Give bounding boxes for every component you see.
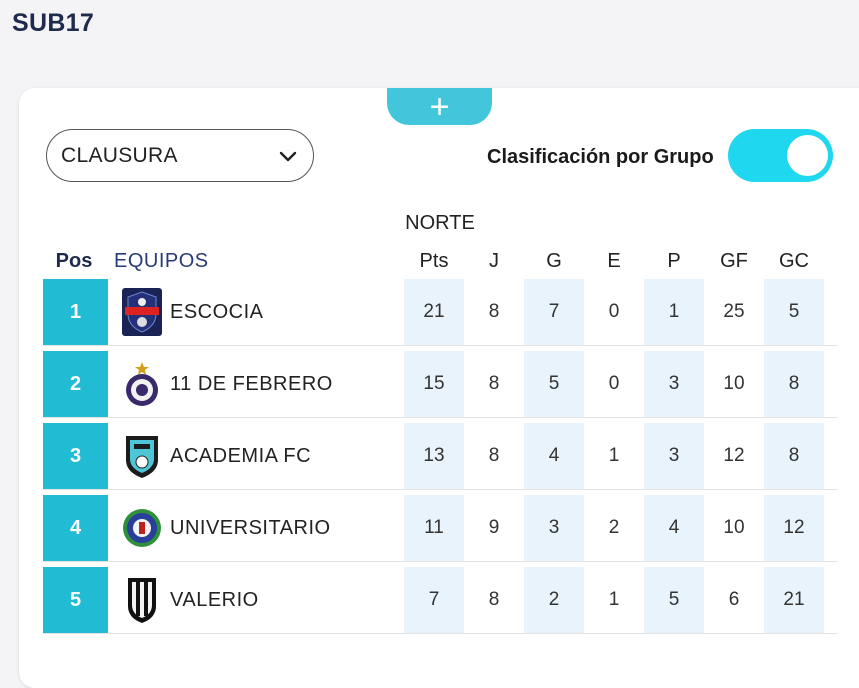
season-select[interactable]: CLAUSURA: [46, 129, 314, 182]
stat-gc: 21: [764, 567, 824, 633]
row-position: 3: [43, 423, 108, 489]
chevron-down-icon: [277, 145, 299, 167]
stat-j: 9: [488, 517, 500, 538]
row-position: 5: [43, 567, 108, 633]
group-name: NORTE: [405, 212, 475, 234]
stat-e: 0: [608, 373, 620, 394]
header-e: E: [607, 250, 621, 272]
stat-g: 7: [524, 279, 584, 345]
table-row[interactable]: 4 UNIVERSITARIO 11 9 3 2 4 10 12: [43, 495, 838, 562]
stat-gf: 12: [723, 445, 745, 466]
row-position: 2: [43, 351, 108, 417]
stat-pts: 15: [404, 351, 464, 417]
stat-gf: 10: [723, 373, 745, 394]
table-row[interactable]: 5 VALERIO 7 8 2 1 5 6 21: [43, 567, 838, 634]
stat-e: 1: [608, 589, 620, 610]
team-name: 11 DE FEBRERO: [170, 373, 333, 395]
season-select-value: CLAUSURA: [61, 143, 178, 167]
page-title: SUB17: [12, 9, 95, 37]
stat-p: 1: [644, 279, 704, 345]
stat-gc: 12: [764, 495, 824, 561]
stat-g: 2: [524, 567, 584, 633]
group-toggle[interactable]: [728, 129, 833, 182]
stat-j: 8: [488, 373, 500, 394]
stat-j: 8: [488, 589, 500, 610]
team-name: ESCOCIA: [170, 301, 264, 323]
stat-gf: 10: [723, 517, 745, 538]
add-button[interactable]: +: [387, 88, 492, 125]
team-name: UNIVERSITARIO: [170, 517, 331, 539]
academia-fc-crest-icon: [122, 432, 162, 480]
group-toggle-label: Clasificación por Grupo: [487, 146, 714, 168]
stat-g: 4: [524, 423, 584, 489]
header-p: P: [667, 250, 681, 272]
stat-gf: 6: [728, 589, 740, 610]
stat-e: 0: [608, 301, 620, 322]
stat-j: 8: [488, 445, 500, 466]
toggle-knob: [787, 135, 828, 176]
stat-p: 4: [644, 495, 704, 561]
stat-gc: 8: [764, 351, 824, 417]
stat-p: 5: [644, 567, 704, 633]
stat-g: 3: [524, 495, 584, 561]
stat-j: 8: [488, 301, 500, 322]
valerio-crest-icon: [122, 576, 162, 624]
stat-gc: 5: [764, 279, 824, 345]
universitario-crest-icon: [122, 504, 162, 552]
header-teams: EQUIPOS: [114, 250, 209, 272]
stat-p: 3: [644, 423, 704, 489]
table-row[interactable]: 2 11 DE FEBRERO 15 8 5 0 3 10 8: [43, 351, 838, 418]
table-row[interactable]: 1 ESCOCIA 21 8 7 0 1 25 5: [43, 279, 838, 346]
team-name: ACADEMIA FC: [170, 445, 312, 467]
stat-pts: 7: [404, 567, 464, 633]
stat-pts: 21: [404, 279, 464, 345]
stat-p: 3: [644, 351, 704, 417]
stat-gc: 8: [764, 423, 824, 489]
header-g: G: [546, 250, 562, 272]
row-position: 1: [43, 279, 108, 345]
stat-e: 2: [608, 517, 620, 538]
stat-pts: 11: [404, 495, 464, 561]
header-pos: Pos: [55, 250, 93, 272]
11-de-febrero-crest-icon: [122, 360, 162, 408]
stat-gf: 25: [723, 301, 745, 322]
header-j: J: [489, 250, 499, 272]
team-name: VALERIO: [170, 589, 259, 611]
escocia-crest-icon: [122, 288, 162, 336]
header-pts: Pts: [419, 250, 449, 272]
table-row[interactable]: 3 ACADEMIA FC 13 8 4 1 3 12 8: [43, 423, 838, 490]
stat-g: 5: [524, 351, 584, 417]
stat-pts: 13: [404, 423, 464, 489]
header-gc: GC: [779, 250, 809, 272]
row-position: 4: [43, 495, 108, 561]
stat-e: 1: [608, 445, 620, 466]
header-gf: GF: [720, 250, 748, 272]
